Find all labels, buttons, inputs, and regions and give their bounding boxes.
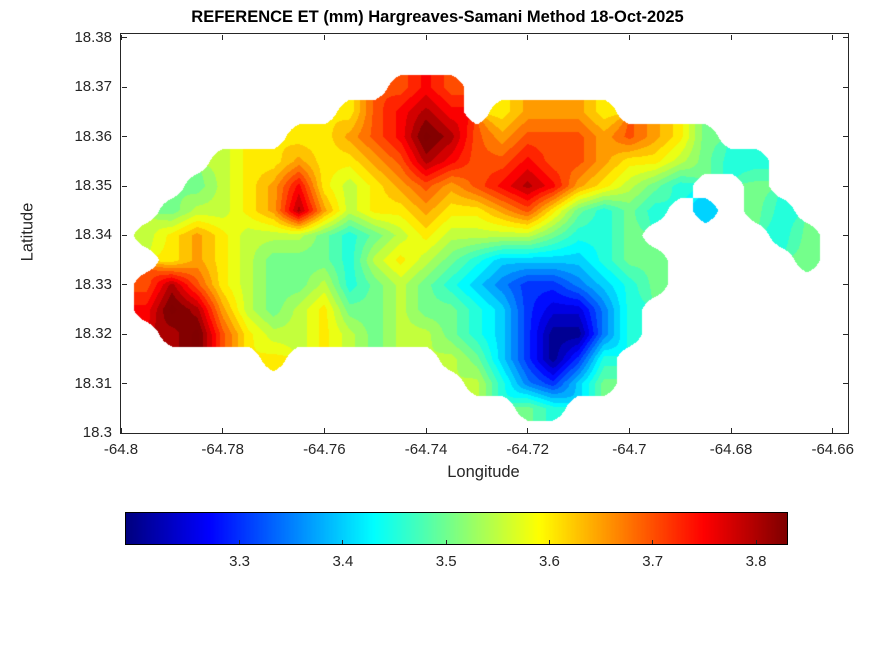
y-tick-label: 18.33 (74, 275, 112, 293)
y-axis-label: Latitude (18, 202, 37, 262)
y-tick-mark (122, 136, 127, 138)
x-tick-label: -64.68 (709, 441, 753, 458)
y-tick-label: 18.31 (74, 374, 112, 392)
y-tick-mark (122, 234, 127, 236)
y-tick-label: 18.32 (74, 325, 112, 343)
x-tick-mark (628, 35, 630, 40)
y-tick-mark (122, 333, 127, 335)
x-tick-mark (628, 428, 630, 433)
y-tick-mark (122, 432, 127, 434)
y-tick-mark (843, 37, 848, 39)
y-tick-mark (843, 185, 848, 187)
x-tick-mark (323, 35, 325, 40)
y-tick-mark (122, 86, 127, 88)
colorbar-tick-mark (755, 540, 757, 544)
y-tick-mark (122, 37, 127, 39)
contour-canvas (121, 34, 848, 433)
x-tick-label: -64.76 (303, 441, 346, 458)
colorbar-tick-mark (652, 540, 654, 544)
colorbar-tick-label: 3.3 (229, 553, 251, 570)
x-tick-mark (730, 428, 732, 433)
x-tick-mark (425, 35, 427, 40)
colorbar-tick-mark (445, 540, 447, 544)
x-tick-mark (222, 428, 224, 433)
colorbar-tick-label: 3.5 (435, 553, 457, 570)
y-tick-label: 18.34 (74, 226, 112, 244)
y-tick-mark (122, 284, 127, 286)
y-tick-label: 18.38 (74, 28, 112, 46)
x-tick-label: -64.7 (612, 441, 647, 458)
y-tick-mark (843, 234, 848, 236)
y-tick-mark (843, 333, 848, 335)
y-tick-label: 18.3 (82, 424, 112, 441)
x-tick-mark (222, 35, 224, 40)
x-tick-label: -64.78 (201, 441, 244, 458)
y-tick-label: 18.37 (74, 78, 112, 96)
x-tick-mark (120, 428, 122, 433)
colorbar-tick-mark (342, 540, 344, 544)
y-tick-mark (122, 185, 127, 187)
y-tick-mark (843, 432, 848, 434)
x-tick-mark (527, 35, 529, 40)
y-tick-label: 18.36 (74, 127, 112, 145)
x-tick-mark (120, 35, 122, 40)
colorbar (125, 512, 788, 545)
x-tick-mark (832, 35, 834, 40)
y-tick-label: 18.35 (74, 177, 112, 195)
chart-title: REFERENCE ET (mm) Hargreaves-Samani Meth… (191, 8, 684, 26)
plot-area (120, 33, 849, 434)
x-tick-label: -64.8 (103, 441, 139, 458)
colorbar-tick-label: 3.7 (642, 553, 664, 570)
x-axis-label: Longitude (447, 463, 520, 481)
x-tick-mark (425, 428, 427, 433)
x-tick-label: -64.66 (811, 441, 854, 458)
x-tick-label: -64.74 (404, 441, 448, 458)
colorbar-canvas (126, 513, 787, 544)
colorbar-tick-label: 3.8 (745, 553, 767, 570)
x-tick-label: -64.72 (506, 441, 549, 458)
colorbar-tick-label: 3.4 (332, 553, 354, 570)
y-tick-mark (843, 383, 848, 385)
x-tick-mark (323, 428, 325, 433)
colorbar-tick-label: 3.6 (539, 553, 560, 570)
y-tick-mark (843, 86, 848, 88)
x-tick-mark (832, 428, 834, 433)
y-tick-mark (122, 383, 127, 385)
y-tick-mark (843, 136, 848, 138)
x-tick-mark (730, 35, 732, 40)
x-tick-mark (527, 428, 529, 433)
colorbar-tick-mark (548, 540, 550, 544)
colorbar-tick-mark (239, 540, 241, 544)
y-tick-mark (843, 284, 848, 286)
